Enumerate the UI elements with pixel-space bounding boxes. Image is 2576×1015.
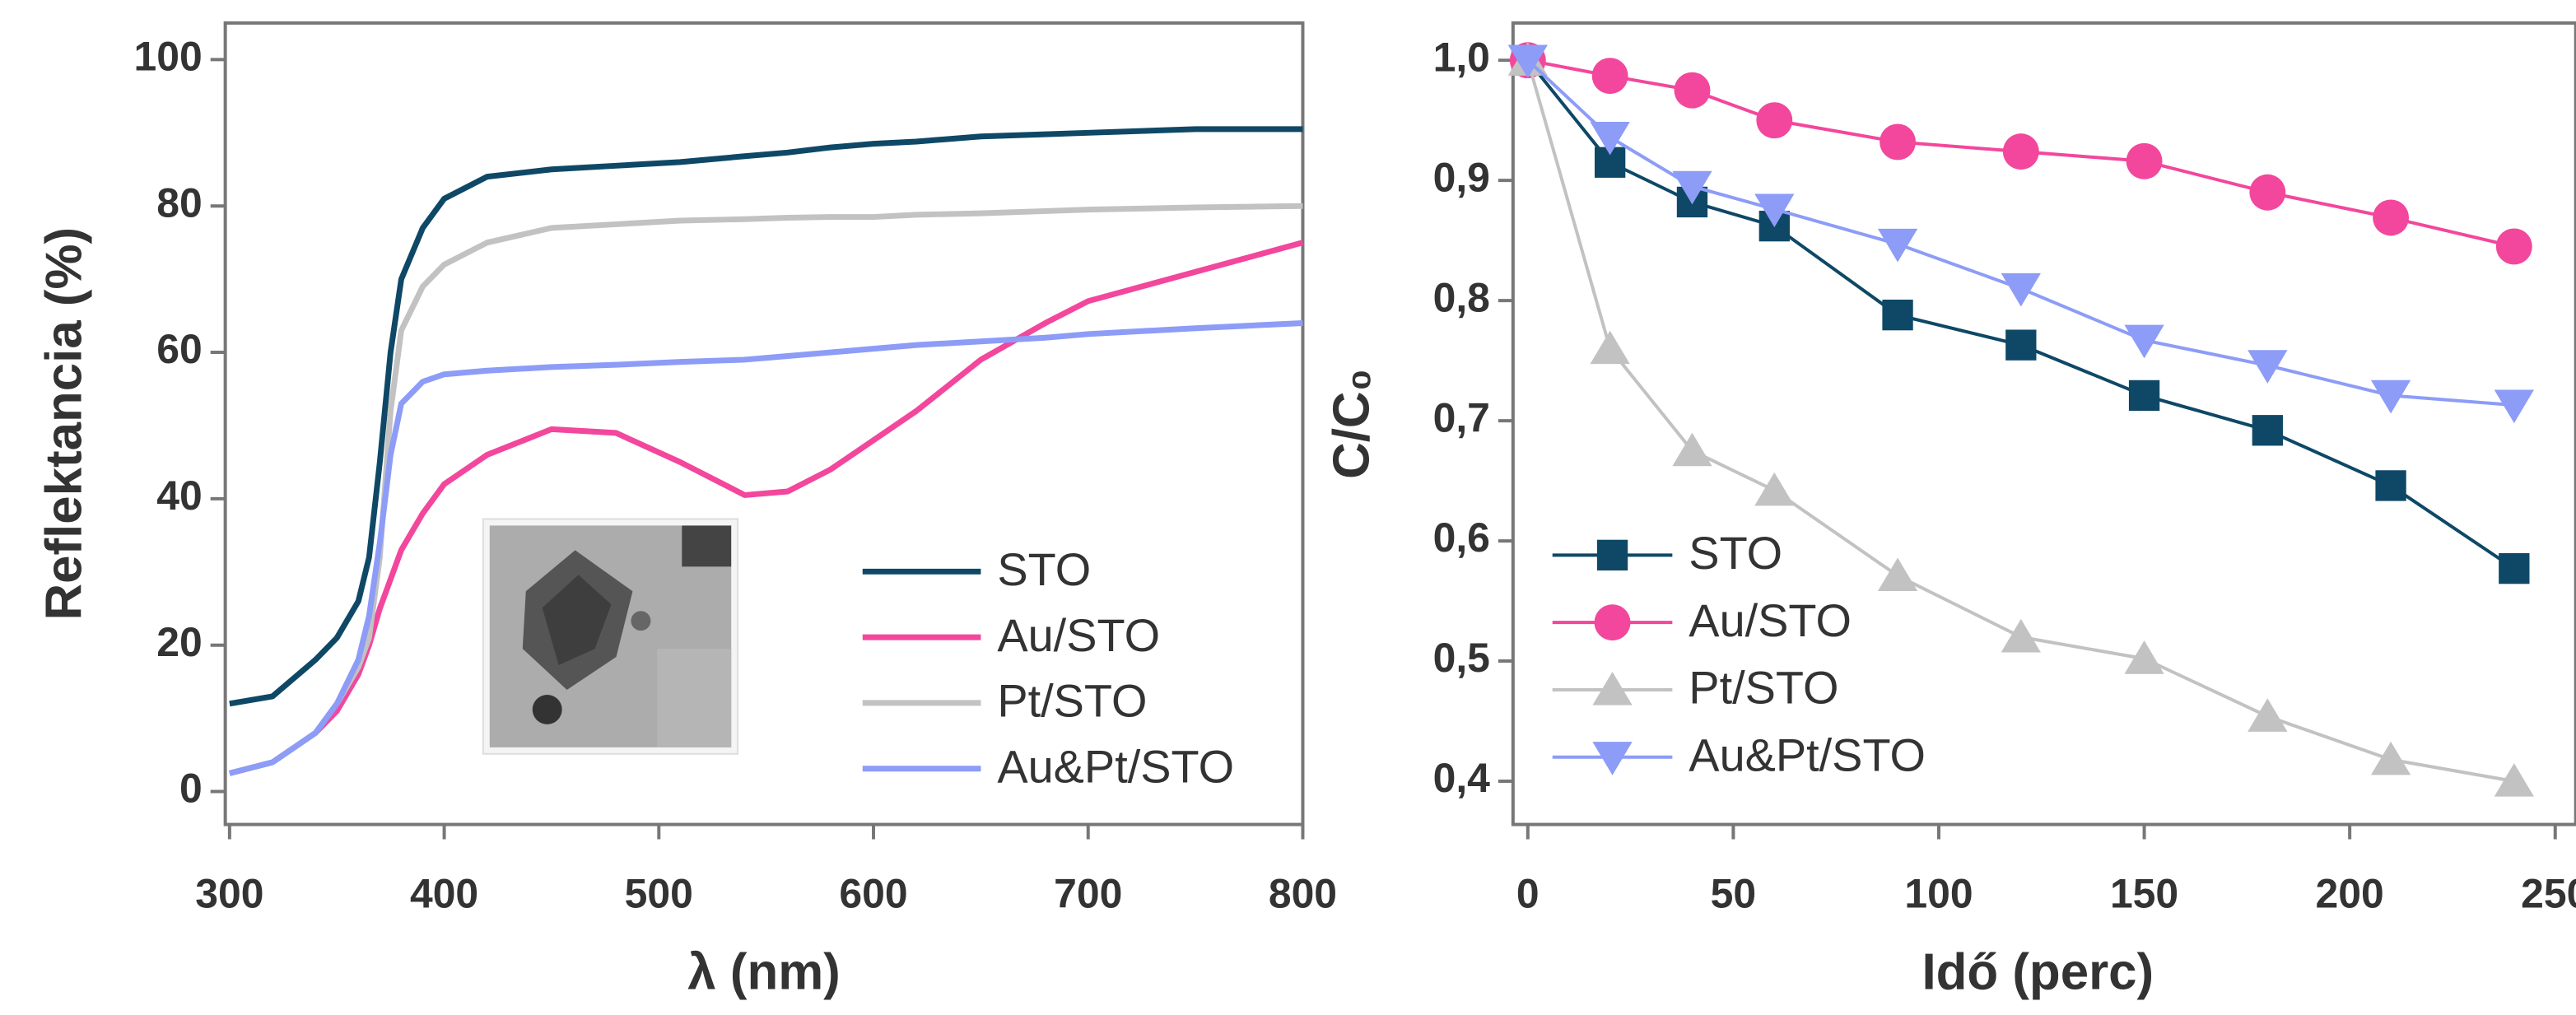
y-tick-label: 0,6: [1433, 514, 1490, 561]
chart: 0,4 0,5 0,6 0,7 0,8 0,9 1,0 0 50 100 150 200 250 Idő …: [1324, 21, 2576, 1000]
x-tick-label: 300: [195, 871, 263, 917]
y-tick-label: 60: [156, 326, 202, 372]
series-line: [229, 126, 1303, 707]
legend-marker: [1596, 539, 1628, 571]
marker: [2002, 133, 2039, 170]
y-axis-title: Reflektancia (%): [35, 227, 92, 621]
marker: [1882, 299, 1913, 331]
series-line: [1527, 58, 2515, 249]
series-line: [228, 240, 1304, 776]
x-tick-label: 150: [2110, 871, 2178, 917]
series-line: [228, 203, 1303, 776]
marker: [2494, 389, 2534, 424]
chart: 0 20 40 60 80 100 300 400 500 600 700 800 λ (nm) Refl…: [35, 21, 1337, 1000]
marker: [2005, 329, 2037, 361]
y-tick-label: 0,9: [1433, 154, 1490, 200]
marker: [1591, 58, 1628, 95]
x-tick-label: 600: [839, 871, 907, 917]
marker: [2248, 350, 2288, 384]
x-tick-label: 50: [1711, 871, 1756, 917]
series-line: [228, 319, 1303, 776]
y-tick-label: 0,8: [1433, 274, 1490, 320]
marker: [2499, 552, 2530, 584]
legend-marker: [1594, 604, 1631, 641]
tem-inset: [482, 518, 739, 755]
marker: [2373, 199, 2410, 236]
legend-label: STO: [1689, 527, 1782, 579]
marker: [2128, 379, 2160, 412]
y-tick-label: 40: [156, 473, 202, 519]
x-axis-title: Idő (perc): [1922, 943, 2154, 1000]
marker: [1754, 472, 1795, 506]
legend-label: Pt/STO: [997, 675, 1147, 727]
marker: [1590, 121, 1630, 156]
marker: [2248, 698, 2288, 732]
x-tick-label: 400: [410, 871, 478, 917]
marker: [2494, 763, 2534, 797]
legend-label: Au&Pt/STO: [997, 740, 1234, 792]
legend-label: Au/STO: [1689, 594, 1852, 646]
marker: [2249, 174, 2286, 211]
marker: [2001, 618, 2041, 653]
y-tick-label: 0,7: [1433, 394, 1490, 440]
marker: [1590, 330, 1630, 365]
marker: [1756, 102, 1793, 139]
marker: [1754, 193, 1795, 228]
x-tick-label: 200: [2316, 871, 2384, 917]
marker: [1672, 170, 1712, 205]
series-line: [1526, 59, 2515, 783]
y-tick-label: 80: [156, 179, 202, 226]
legend-label: Au&Pt/STO: [1689, 729, 1926, 781]
marker: [2124, 640, 2164, 674]
x-tick-label: 500: [625, 871, 693, 917]
legend-label: Pt/STO: [1689, 662, 1838, 714]
marker: [1507, 44, 1548, 79]
marker: [2370, 379, 2411, 414]
x-tick-label: 250: [2521, 871, 2576, 917]
x-tick-label: 700: [1054, 871, 1122, 917]
marker: [2370, 741, 2411, 775]
marker: [1674, 72, 1711, 109]
marker: [2001, 272, 2041, 307]
marker: [2495, 228, 2532, 265]
legend-label: STO: [997, 543, 1091, 595]
legend-label: Au/STO: [997, 609, 1160, 661]
marker: [2126, 142, 2163, 179]
marker: [1877, 228, 1918, 263]
marker: [1672, 432, 1712, 467]
marker: [2252, 415, 2283, 446]
y-tick-label: 100: [134, 34, 203, 80]
marker: [1877, 557, 1918, 592]
marker: [2375, 470, 2406, 501]
marker: [1880, 123, 1917, 161]
y-tick-label: 0,5: [1433, 635, 1490, 681]
marker: [2124, 324, 2164, 359]
x-tick-label: 100: [1904, 871, 1973, 917]
y-tick-label: 0: [179, 766, 203, 812]
legend-marker: [1592, 742, 1633, 775]
plot-frame: [223, 21, 1305, 826]
y-tick-label: 0,4: [1433, 755, 1491, 801]
x-tick-label: 800: [1269, 871, 1337, 917]
x-tick-label: 0: [1516, 871, 1540, 917]
series-line: [1526, 58, 2514, 407]
legend-marker: [1592, 672, 1633, 705]
y-axis-title: C/C₀: [1324, 369, 1381, 479]
y-tick-label: 1,0: [1433, 34, 1490, 80]
y-tick-label: 20: [156, 619, 202, 665]
series-line: [1526, 58, 2515, 570]
x-axis-title: λ (nm): [687, 943, 841, 1000]
